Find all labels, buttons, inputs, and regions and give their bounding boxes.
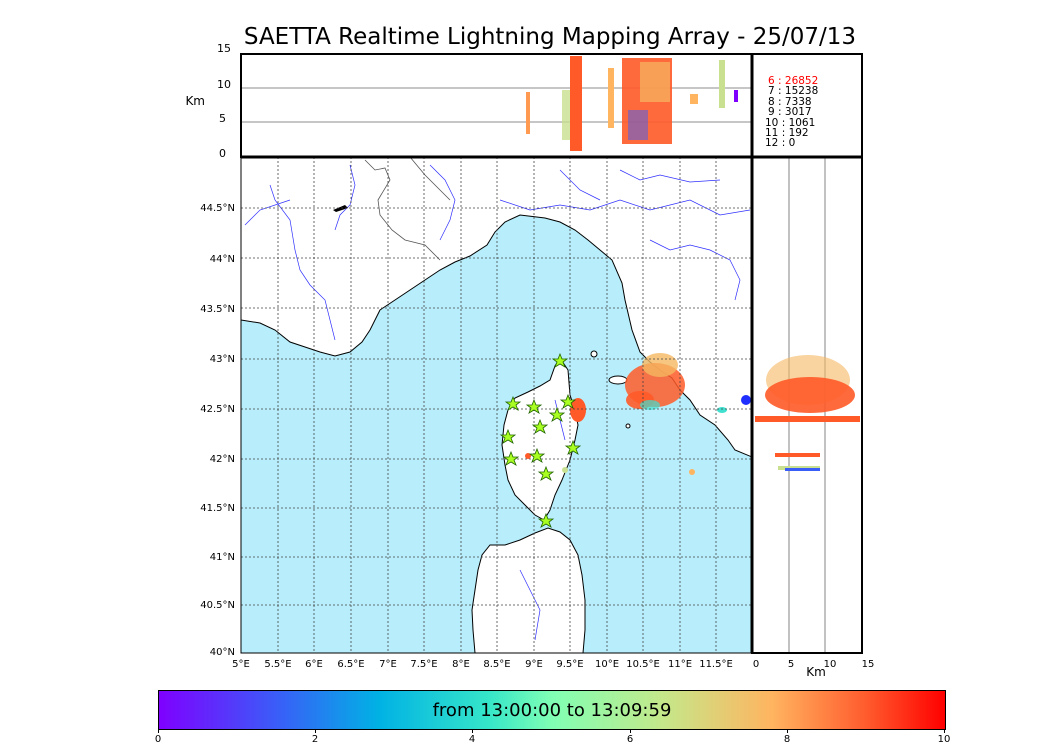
side-altitude-axis: 0 5 10 15 Km — [753, 659, 875, 679]
side-alt-tick: 5 — [788, 659, 794, 670]
station-counts: 6 : 26852 7 : 15238 8 : 7338 9 : 3017 10… — [765, 75, 818, 149]
lon-tick: 7°E — [379, 659, 397, 670]
lon-tick: 10°E — [595, 659, 619, 670]
alt-tick: 15 — [217, 42, 231, 55]
station-star — [548, 406, 566, 422]
lon-tick: 5.5°E — [264, 659, 291, 670]
corsica-island — [501, 357, 579, 521]
station-star — [537, 512, 555, 528]
alt-axis-unit: Km — [185, 94, 205, 108]
lon-tick: 9.5°E — [556, 659, 583, 670]
lat-tick: 43°N — [210, 354, 235, 365]
lat-tick: 44.5°N — [200, 203, 235, 214]
altitude-latitude-panel — [755, 157, 860, 653]
station-star — [551, 352, 569, 368]
lat-tick: 41.5°N — [200, 503, 235, 514]
colorbar-tick: 2 — [311, 734, 319, 745]
lightning-map-figure: 15 10 5 0 Km 6 : 26852 7 : 15238 8 : 733… — [185, 42, 875, 679]
longitude-axis: 5°E 5.5°E 6°E 6.5°E 7°E 7.5°E 8°E 8.5°E … — [232, 659, 733, 670]
side-alt-tick: 10 — [824, 659, 837, 670]
station-star — [502, 450, 520, 466]
count-7: 7 : 15238 — [768, 85, 818, 97]
lon-tick: 11.5°E — [699, 659, 733, 670]
sardinia-island — [471, 527, 586, 653]
latitude-axis: 44.5°N 44°N 43.5°N 43°N 42.5°N 42°N 41.5… — [200, 203, 235, 658]
alt-tick: 10 — [217, 78, 231, 91]
lat-tick: 40.5°N — [200, 600, 235, 611]
colorbar-tick: 8 — [783, 734, 791, 745]
rivers — [244, 164, 751, 641]
count-9: 9 : 3017 — [768, 106, 812, 118]
count-12: 12 : 0 — [765, 137, 795, 149]
altitude-axis: 15 10 5 0 Km — [185, 42, 231, 160]
lon-tick: 9°E — [525, 659, 543, 670]
lma-stations — [499, 352, 582, 528]
station-star — [537, 465, 555, 481]
lat-tick: 40°N — [210, 647, 235, 658]
count-10: 10 : 1061 — [765, 117, 815, 129]
lat-tick: 42.5°N — [200, 404, 235, 415]
side-alt-unit: Km — [806, 665, 826, 679]
count-6: 6 : 26852 — [768, 75, 818, 87]
station-star — [525, 398, 543, 414]
lat-tick: 43.5°N — [200, 304, 235, 315]
station-star — [504, 395, 522, 411]
colorbar-tick: 0 — [154, 734, 162, 745]
lon-tick: 7.5°E — [410, 659, 437, 670]
lat-tick: 42°N — [210, 454, 235, 465]
side-alt-tick: 0 — [753, 659, 759, 670]
time-colorbar: from 13:00:00 to 13:09:59 — [158, 690, 946, 730]
lon-tick: 5°E — [232, 659, 250, 670]
colorbar-tick: 4 — [468, 734, 476, 745]
station-star — [559, 393, 577, 409]
alt-tick: 0 — [219, 147, 226, 160]
station-star — [528, 447, 546, 463]
alt-tick: 5 — [219, 112, 226, 125]
lon-tick: 8.5°E — [483, 659, 510, 670]
lon-tick: 8°E — [452, 659, 470, 670]
altitude-longitude-panel — [241, 56, 752, 151]
station-star — [564, 439, 582, 455]
colorbar-tick: 10 — [937, 734, 951, 745]
station-star — [531, 418, 549, 434]
mainland-land — [241, 157, 752, 458]
lon-tick: 6.5°E — [337, 659, 364, 670]
lon-tick: 11°E — [668, 659, 692, 670]
lon-tick: 10.5°E — [626, 659, 660, 670]
lon-tick: 6°E — [305, 659, 323, 670]
count-8: 8 : 7338 — [768, 96, 812, 108]
colorbar-label: from 13:00:00 to 13:09:59 — [432, 700, 672, 721]
side-alt-tick: 15 — [862, 659, 875, 670]
colorbar-tick: 6 — [626, 734, 634, 745]
station-star — [499, 428, 517, 444]
count-11: 11 : 192 — [765, 127, 809, 139]
map-title: SAETTA Realtime Lightning Mapping Array … — [243, 24, 857, 50]
lat-tick: 44°N — [210, 254, 235, 265]
lat-tick: 41°N — [210, 552, 235, 563]
map-panel — [241, 157, 752, 653]
